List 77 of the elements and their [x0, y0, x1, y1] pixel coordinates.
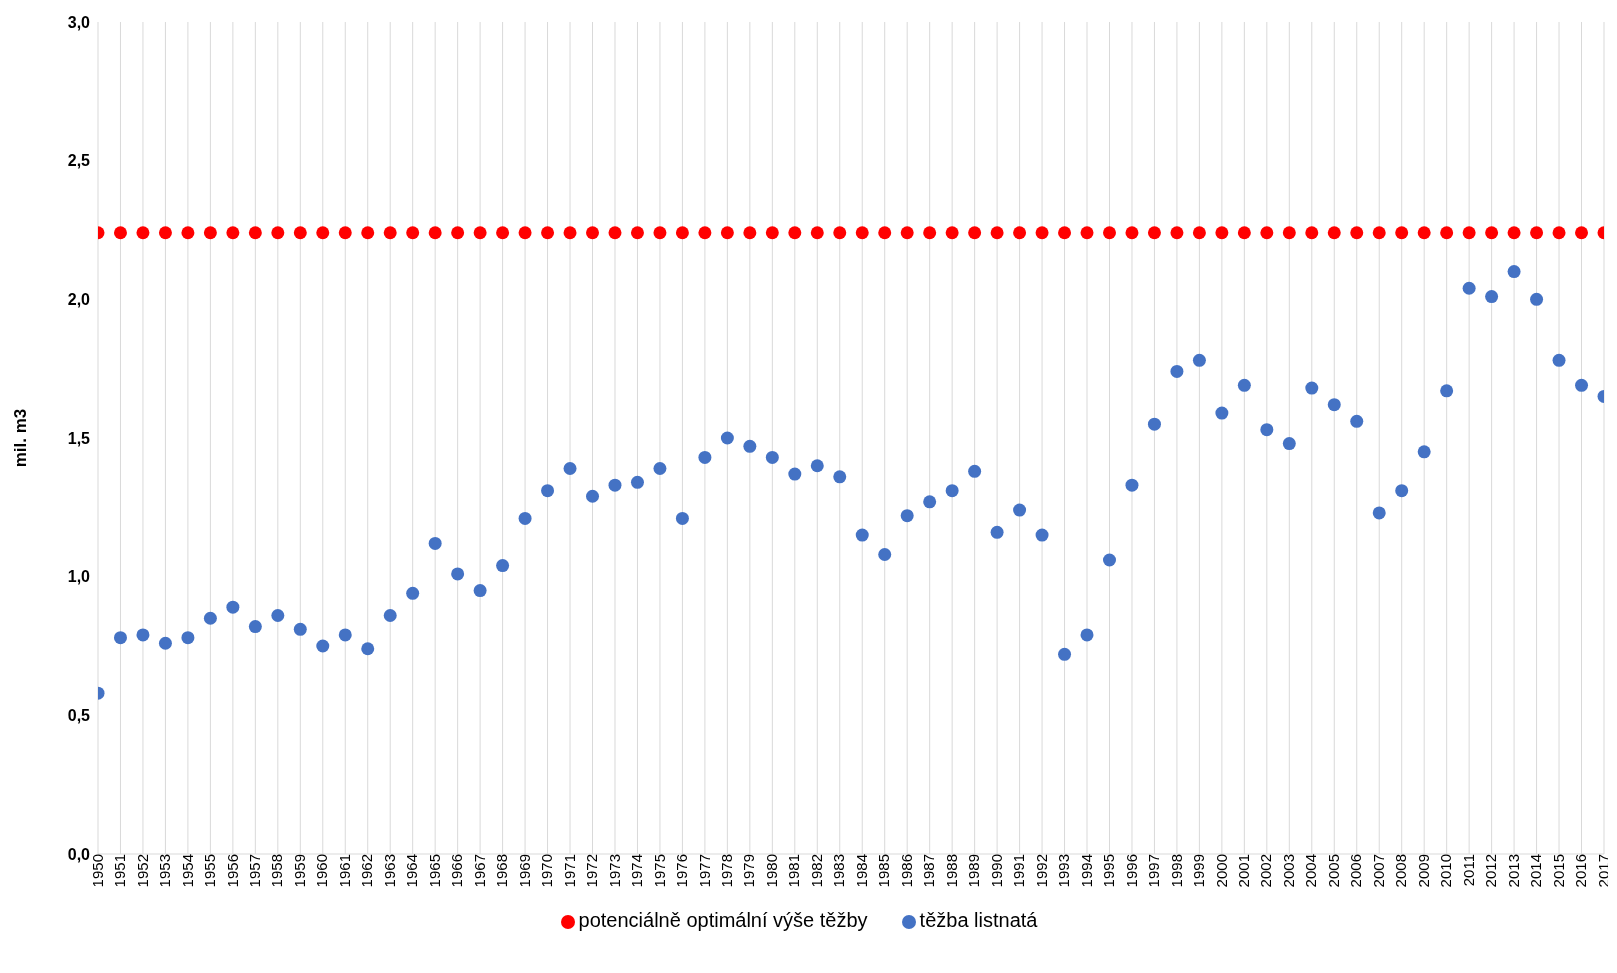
- x-tick-label: 2002: [1257, 854, 1275, 888]
- x-tick-label: 2004: [1302, 854, 1320, 888]
- x-tick-label: 1985: [875, 854, 893, 888]
- x-tick-label: 1995: [1100, 854, 1118, 888]
- y-tick-label: 0,5: [67, 707, 91, 725]
- x-tick-label: 1978: [718, 854, 736, 888]
- x-tick-label: 1982: [807, 854, 825, 888]
- x-tick-label: 1971: [560, 854, 578, 888]
- x-tick-label: 2014: [1527, 854, 1545, 888]
- x-tick-label: 2001: [1235, 854, 1253, 888]
- x-tick-label: 2013: [1504, 854, 1522, 888]
- x-tick-label: 1957: [245, 854, 263, 888]
- x-tick-label: 1955: [201, 854, 219, 888]
- x-tick-label: 1976: [673, 854, 691, 888]
- x-tick-label: 1970: [538, 854, 556, 888]
- x-tick-label: 1974: [628, 854, 646, 888]
- x-tick-label: 1989: [965, 854, 983, 888]
- x-tick-label: 1967: [470, 854, 488, 888]
- x-tick-label: 1980: [762, 854, 780, 888]
- x-tick-label: 1999: [1190, 854, 1208, 888]
- x-tick-label: 1979: [740, 854, 758, 888]
- x-tick-label: 1987: [920, 854, 938, 888]
- x-tick-label: 1966: [448, 854, 466, 888]
- x-tick-label: 1969: [515, 854, 533, 888]
- x-tick-label: 1991: [1010, 854, 1028, 888]
- x-tick-label: 1956: [223, 854, 241, 888]
- x-tick-label: 1992: [1032, 854, 1050, 888]
- y-tick-label: 2,0: [67, 291, 91, 309]
- x-tick-label: 2008: [1392, 854, 1410, 888]
- x-tick-label: 2009: [1414, 854, 1432, 888]
- x-tick-label: 1996: [1122, 854, 1140, 888]
- y-tick-label: 0,0: [67, 845, 91, 863]
- x-tick-label: 1954: [178, 854, 196, 888]
- x-tick-label: 1986: [897, 854, 915, 888]
- x-tick-label: 2012: [1482, 854, 1500, 888]
- x-tick-label: 2007: [1369, 854, 1387, 888]
- x-tick-label: 1998: [1167, 854, 1185, 888]
- x-tick-label: 1961: [335, 854, 353, 888]
- y-tick-label: 2,5: [67, 152, 91, 170]
- x-tick-label: 1958: [268, 854, 286, 888]
- x-tick-label: 2011: [1459, 854, 1477, 887]
- x-tick-label: 2005: [1324, 854, 1342, 888]
- x-tick-label: 1994: [1077, 854, 1095, 888]
- x-tick-label: 2000: [1212, 854, 1230, 888]
- x-tick-label: 1984: [852, 854, 870, 888]
- y-axis-title: mil. m3: [11, 408, 31, 468]
- x-tick-label: 2015: [1549, 854, 1567, 888]
- y-tick-label: 1,0: [67, 568, 91, 586]
- x-tick-label: 1981: [785, 854, 803, 888]
- x-tick-label: 1993: [1055, 854, 1073, 888]
- x-tick-label: 1997: [1145, 854, 1163, 888]
- x-tick-label: 2006: [1347, 854, 1365, 888]
- x-tick-label: 1968: [493, 854, 511, 888]
- x-tick-label: 1951: [111, 854, 129, 888]
- x-tick-label: 2010: [1437, 854, 1455, 888]
- x-tick-label: 1988: [942, 854, 960, 888]
- x-tick-label: 1962: [358, 854, 376, 888]
- x-tick-label: 2016: [1572, 854, 1590, 888]
- legend-label: potenciálně optimální výše těžby: [578, 909, 868, 931]
- x-tick-label: 1975: [650, 854, 668, 888]
- x-tick-label: 2017: [1594, 854, 1612, 888]
- y-tick-label: 1,5: [67, 429, 91, 447]
- x-tick-label: 1973: [605, 854, 623, 888]
- x-tick-label: 1983: [830, 854, 848, 888]
- x-tick-label: 1963: [380, 854, 398, 888]
- x-tick-label: 1964: [403, 854, 421, 888]
- x-tick-label: 1960: [313, 854, 331, 888]
- x-tick-label: 2003: [1279, 854, 1297, 888]
- legend-label: těžba listnatá: [919, 909, 1038, 931]
- x-tick-label: 1972: [583, 854, 601, 888]
- x-tick-label: 1965: [425, 854, 443, 888]
- x-tick-label: 1977: [695, 854, 713, 888]
- x-tick-label: 1959: [290, 854, 308, 888]
- x-tick-label: 1990: [987, 854, 1005, 888]
- x-tick-label: 1953: [156, 854, 174, 888]
- y-tick-label: 3,0: [67, 13, 91, 31]
- x-tick-label: 1952: [133, 854, 151, 888]
